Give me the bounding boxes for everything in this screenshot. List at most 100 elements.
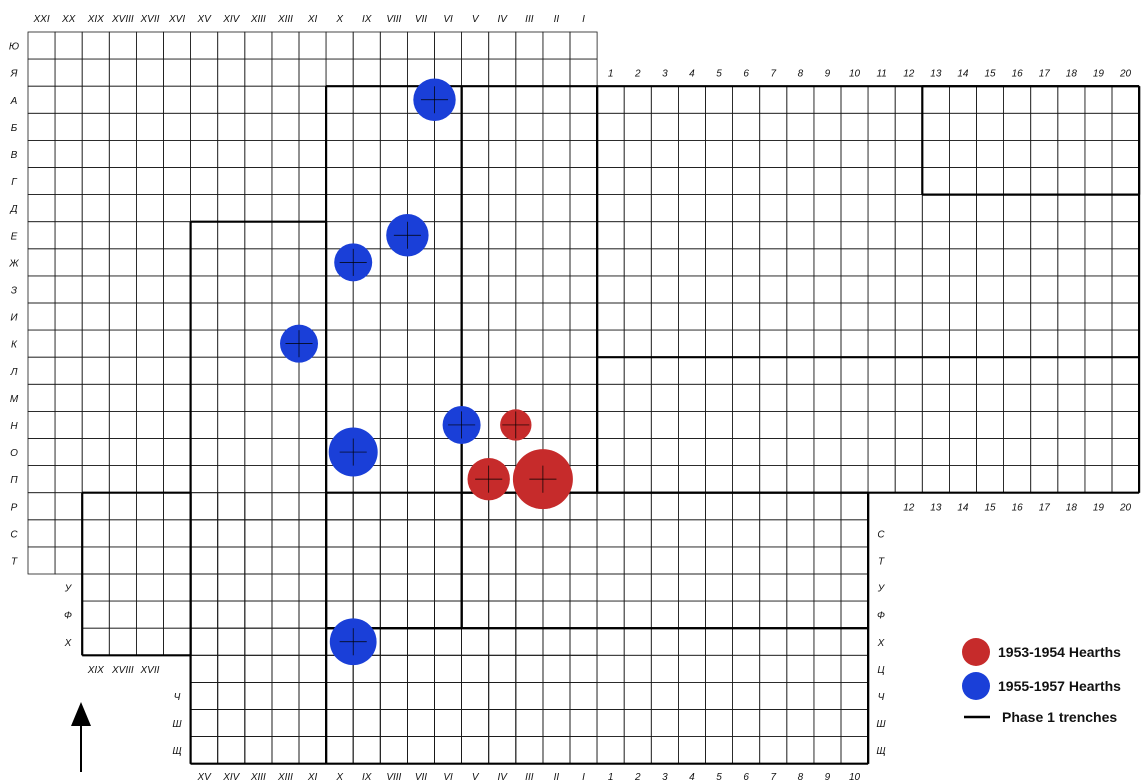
grid-cell: [163, 248, 192, 277]
grid-cell: [705, 682, 734, 710]
grid-cell: [813, 465, 842, 494]
grid-cell: [840, 221, 869, 250]
grid-cell: [1003, 410, 1032, 439]
grid-cell: [1003, 85, 1032, 114]
column-label-bottom: 1: [608, 772, 614, 783]
row-label-left: Ж: [8, 258, 19, 269]
grid-cell: [867, 356, 896, 385]
column-label-top: IX: [362, 14, 372, 25]
grid-cell: [81, 112, 110, 141]
grid-cell: [244, 736, 273, 765]
grid-cell: [650, 492, 679, 521]
grid-cell: [27, 410, 56, 439]
grid-cell: [949, 275, 977, 304]
grid-cell: [678, 356, 706, 385]
grid-cell: [732, 654, 761, 683]
grid-cell: [488, 573, 517, 602]
grid-cell: [1057, 139, 1086, 168]
column-label-arabic-top: 13: [930, 69, 942, 80]
grid-cell: [542, 627, 571, 656]
grid-cell: [705, 329, 734, 358]
grid-cell: [623, 573, 652, 602]
grid-cell: [406, 573, 435, 602]
grid-cell: [217, 438, 246, 467]
grid-cell: [163, 600, 192, 629]
grid-cell: [786, 736, 815, 765]
grid-cell: [705, 546, 734, 575]
grid-cell: [569, 85, 598, 114]
grid-cell: [135, 58, 164, 87]
grid-cell: [759, 410, 788, 439]
grid-cell: [163, 546, 192, 575]
column-label-mid-left: XVIII: [111, 665, 134, 676]
grid-cell: [54, 383, 83, 412]
grid-cell: [650, 302, 679, 331]
grid-cell: [244, 519, 273, 548]
grid-cell: [732, 438, 761, 467]
grid-cell: [135, 383, 164, 412]
grid-cell: [596, 139, 625, 168]
grid-cell: [352, 519, 381, 548]
grid-cell: [732, 194, 761, 223]
grid-cell: [515, 600, 544, 629]
grid-cell: [542, 573, 571, 602]
grid-cell: [217, 682, 246, 710]
grid-cell: [244, 573, 273, 602]
grid-cell: [705, 600, 734, 629]
grid-cell: [461, 112, 490, 141]
grid-cell: [786, 112, 815, 141]
grid-cell: [650, 709, 679, 738]
grid-cell: [488, 519, 517, 548]
grid-cell: [515, 58, 544, 87]
grid-cell: [135, 410, 164, 439]
legend: 1953-1954 Hearths 1955-1957 Hearths Phas…: [962, 638, 1121, 725]
column-label-arabic-top: 9: [825, 69, 831, 80]
grid-cell: [813, 736, 842, 765]
grid-cell: [108, 410, 137, 439]
grid-cell: [217, 112, 246, 141]
grid-cell: [569, 139, 598, 168]
grid-cell: [406, 709, 435, 738]
grid-cell: [542, 329, 571, 358]
grid-cell: [406, 31, 435, 60]
grid-cell: [515, 573, 544, 602]
grid-cell: [298, 654, 327, 683]
grid-cell: [759, 112, 788, 141]
grid-cell: [894, 302, 923, 331]
grid-cell: [325, 573, 354, 602]
row-label-left: М: [10, 394, 19, 405]
column-label-top: VIII: [386, 14, 401, 25]
grid-cell: [678, 438, 706, 467]
column-label-top: XV: [196, 14, 212, 25]
grid-cell: [27, 438, 56, 467]
grid-cell: [894, 465, 923, 494]
grid-cell: [244, 519, 273, 548]
grid-cell: [542, 682, 571, 710]
grid-cell: [135, 302, 164, 331]
grid-cell: [434, 682, 463, 710]
grid-cell: [271, 58, 300, 87]
grid-cell: [325, 519, 354, 548]
column-label-bottom: XV: [196, 772, 212, 783]
grid-cell: [379, 31, 408, 60]
grid-cell: [244, 709, 273, 738]
grid-cell: [244, 600, 273, 629]
grid-cell: [163, 410, 192, 439]
grid-cell: [1030, 221, 1059, 250]
grid-cell: [379, 356, 408, 385]
grid-cell: [569, 709, 598, 738]
grid-cell: [163, 112, 192, 141]
grid-cell: [1030, 383, 1059, 412]
grid-cell: [542, 600, 571, 629]
grid-cell: [217, 85, 246, 114]
grid-cell: [163, 302, 192, 331]
grid-cell: [705, 736, 734, 765]
grid-cell: [406, 139, 435, 168]
grid-cell: [542, 600, 571, 629]
grid-cell: [488, 31, 517, 60]
grid-cell: [1084, 383, 1113, 412]
grid-cell: [542, 248, 571, 277]
grid-cell: [623, 248, 652, 277]
grid-cell: [271, 709, 300, 738]
grid-cell: [81, 465, 110, 494]
